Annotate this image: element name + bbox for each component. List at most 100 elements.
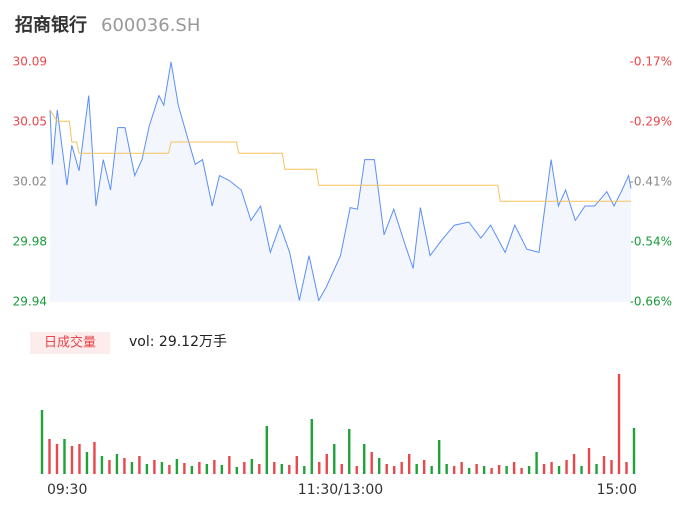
volume-bar [363, 444, 366, 474]
volume-bar [355, 466, 358, 474]
y2-tick-label: -0.54% [630, 235, 672, 249]
volume-bar [415, 464, 418, 474]
volume-bar [78, 444, 81, 474]
volume-bar [542, 464, 546, 474]
volume-bar [452, 466, 456, 474]
volume-bar [505, 466, 508, 474]
volume-bar [40, 410, 44, 474]
volume-bar [153, 460, 156, 474]
volume-bar [550, 462, 553, 474]
legend-box [30, 332, 110, 354]
y-tick-label: 30.09 [13, 55, 47, 69]
x-tick-label: 15:00 [597, 482, 637, 498]
volume-bar [587, 448, 591, 474]
volume-bar [595, 464, 598, 474]
volume-bar [385, 464, 388, 474]
volume-bar [250, 459, 254, 474]
volume-bar [610, 460, 613, 474]
x-tick-label: 09:30 [47, 482, 87, 498]
volume-bar [437, 440, 441, 474]
volume-bar [565, 460, 568, 474]
volume-bar [85, 452, 89, 474]
volume-bar [190, 466, 194, 474]
volume-bar [93, 442, 96, 474]
volume-bar [393, 466, 396, 474]
volume-bar [617, 374, 621, 474]
volume-bar [220, 465, 224, 474]
volume-bar [130, 462, 134, 474]
volume-bar [288, 465, 291, 474]
volume-bar [123, 458, 126, 474]
volume-bar [273, 462, 276, 474]
volume-bar [160, 462, 164, 474]
volume-bar [475, 464, 478, 474]
volume-bar [497, 465, 501, 474]
volume-bar [303, 466, 306, 474]
average-line [49, 109, 631, 202]
volume-bar [482, 466, 486, 474]
volume-bar [580, 466, 583, 474]
volume-bar [235, 467, 239, 474]
volume-bar [557, 466, 561, 474]
volume-bar [460, 462, 463, 474]
volume-bar [138, 456, 141, 474]
volume-bar [512, 462, 516, 474]
volume-bar [527, 466, 531, 474]
volume-bar [602, 456, 606, 474]
volume-bar [340, 464, 343, 474]
volume-bar [48, 439, 51, 474]
price-area [50, 62, 631, 302]
volume-bar [198, 462, 201, 474]
volume-bar [63, 439, 66, 474]
volume-bar [333, 444, 336, 474]
y-tick-label: 30.05 [13, 115, 47, 129]
volume-bar [348, 429, 351, 474]
volume-bar [490, 468, 493, 474]
volume-bar [145, 464, 149, 474]
y2-tick-label: -0.29% [630, 115, 672, 129]
x-tick-label: 11:30/13:00 [298, 482, 383, 498]
volume-bar [632, 428, 636, 474]
volume-bar [168, 465, 171, 474]
legend-label: 日成交量 [44, 335, 96, 351]
volume-bar [378, 458, 381, 474]
volume-bar [422, 460, 426, 474]
volume-bar [228, 456, 231, 474]
volume-bar [265, 426, 269, 474]
volume-bar [520, 468, 523, 474]
volume-bar [280, 464, 283, 474]
volume-bar [625, 462, 628, 474]
volume-bar [370, 452, 373, 474]
volume-bar [467, 468, 471, 474]
y-tick-label: 29.94 [13, 295, 47, 309]
volume-bar [295, 456, 298, 474]
volume-bar [55, 444, 59, 474]
volume-bar [572, 454, 576, 474]
volume-bar [213, 460, 216, 474]
y-tick-label: 29.98 [13, 235, 47, 249]
volume-bar [400, 462, 403, 474]
volume-bar [535, 452, 538, 474]
y2-tick-label: -0.17% [630, 55, 672, 69]
stock-name: 招商银行 [15, 14, 87, 36]
y2-tick-label: -0.41% [630, 175, 672, 189]
y-tick-label: 30.02 [13, 175, 47, 189]
volume-bar [115, 454, 119, 474]
volume-bar [100, 456, 104, 474]
price-line [49, 61, 632, 302]
volume-bar [258, 464, 261, 474]
volume-bar [325, 454, 328, 474]
stock-code: 600036.SH [101, 15, 200, 36]
volume-bar [430, 466, 433, 474]
volume-bar [183, 463, 186, 474]
volume-bar [108, 460, 111, 474]
volume-bar [175, 459, 179, 474]
y2-tick-label: -0.66% [630, 295, 672, 309]
volume-bar [243, 462, 246, 474]
volume-summary: vol: 29.12万手 [129, 334, 227, 350]
volume-bar [407, 454, 411, 474]
volume-bar [445, 464, 448, 474]
volume-bar [310, 419, 313, 474]
volume-bar [205, 464, 209, 474]
